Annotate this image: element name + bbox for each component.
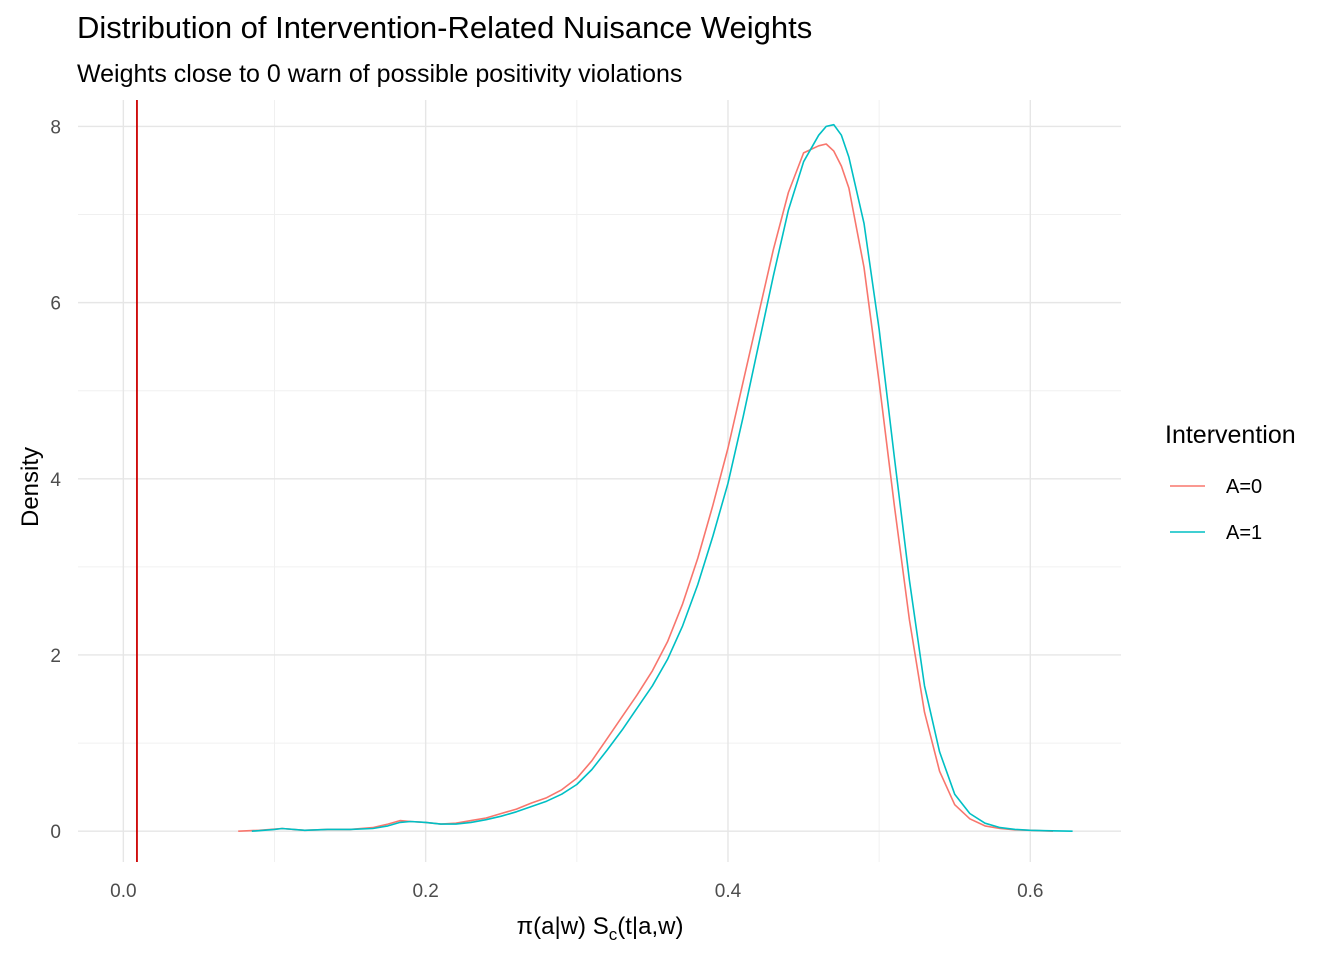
x-tick-label: 0.2 <box>412 881 438 902</box>
x-tick-label: 0.0 <box>110 881 136 902</box>
x-tick-label: 0.6 <box>1017 881 1043 902</box>
chart-title: Distribution of Intervention-Related Nui… <box>77 10 813 45</box>
y-tick-label: 0 <box>50 822 61 843</box>
y-axis-label: Density <box>17 447 44 527</box>
major-gridlines <box>78 100 1121 862</box>
legend: Intervention A=0 A=1 <box>1165 421 1296 544</box>
density-curve-a1 <box>251 123 1073 832</box>
y-tick-label: 4 <box>50 470 61 491</box>
legend-label-a0: A=0 <box>1226 476 1262 498</box>
x-axis-ticks: 0.0 0.2 0.4 0.6 <box>110 881 1043 902</box>
y-tick-label: 2 <box>50 646 61 667</box>
minor-gridlines <box>78 100 1121 862</box>
x-axis-label: π(a|w) Sc(t|a,w) <box>517 913 684 944</box>
x-tick-label: 0.4 <box>715 881 742 902</box>
y-axis-ticks: 0 2 4 6 8 <box>50 117 61 843</box>
y-tick-label: 8 <box>50 117 61 138</box>
y-tick-label: 6 <box>50 294 61 315</box>
legend-label-a1: A=1 <box>1226 522 1262 544</box>
chart-subtitle: Weights close to 0 warn of possible posi… <box>77 60 683 88</box>
legend-title: Intervention <box>1165 421 1296 449</box>
density-curves <box>238 123 1073 832</box>
density-curve-a0 <box>238 143 1054 832</box>
